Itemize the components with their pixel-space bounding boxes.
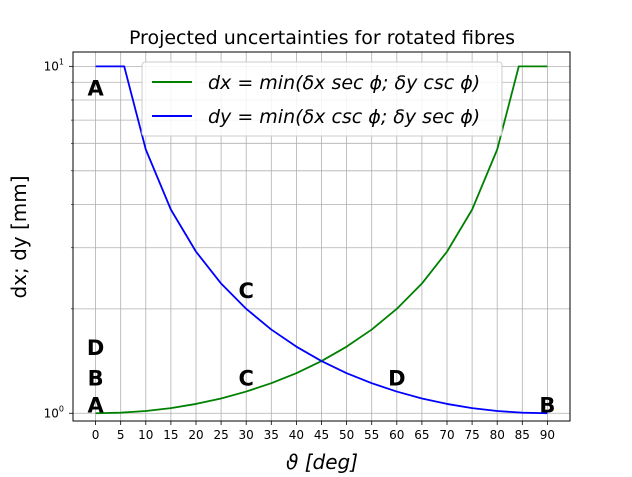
annotation-label-b: B (539, 393, 555, 417)
x-tick-label: 0 (92, 428, 100, 442)
annotation-label-c: C (238, 366, 253, 390)
x-tick-label: 90 (540, 428, 555, 442)
x-tick-label: 70 (439, 428, 454, 442)
x-tick-label: 55 (364, 428, 379, 442)
x-tick-label: 35 (264, 428, 279, 442)
legend-frame (141, 61, 503, 137)
x-tick-label: 75 (464, 428, 479, 442)
annotation-label-a: A (87, 76, 104, 100)
series-line-dx (95, 65, 548, 415)
x-tick-label: 50 (339, 428, 354, 442)
x-tick-label: 15 (163, 428, 178, 442)
annotation-label-d: D (87, 336, 104, 360)
annotation-label-c: C (238, 279, 253, 303)
series-layer (95, 65, 548, 415)
x-tick-label: 45 (314, 428, 329, 442)
chart-title: Projected uncertainties for rotated fibr… (129, 27, 515, 49)
annotation-label-a: A (87, 393, 104, 417)
y-tick-label: 100 (44, 404, 64, 420)
ticks: 0 5 10 15 20 25 30 35 40 45 50 55 60 65 70 75 80 85 90 101 1… (44, 57, 555, 442)
x-tick-label: 5 (117, 428, 125, 442)
series-line-dy (95, 65, 548, 415)
y-axis-label: dx; dy [mm] (7, 175, 31, 298)
legend-label-dx: dx = min(δx sec ϕ; δy csc ϕ) (208, 72, 480, 94)
annotation-label-d: D (388, 366, 405, 390)
x-tick-label: 40 (289, 428, 304, 442)
x-tick-label: 85 (515, 428, 530, 442)
annotation-label-b: B (88, 366, 104, 390)
x-tick-label: 30 (239, 428, 254, 442)
y-tick-label: 101 (44, 57, 64, 73)
x-tick-label: 65 (414, 428, 429, 442)
x-tick-label: 25 (213, 428, 228, 442)
x-tick-label: 20 (188, 428, 203, 442)
x-tick-label: 10 (138, 428, 153, 442)
x-tick-label: 80 (490, 428, 505, 442)
x-tick-label: 60 (389, 428, 404, 442)
x-axis-label: ϑ [deg] (286, 450, 358, 473)
legend-label-dy: dy = min(δx csc ϕ; δy sec ϕ) (208, 106, 480, 128)
legend: dx = min(δx sec ϕ; δy csc ϕ) dy = min(δx… (141, 61, 503, 137)
